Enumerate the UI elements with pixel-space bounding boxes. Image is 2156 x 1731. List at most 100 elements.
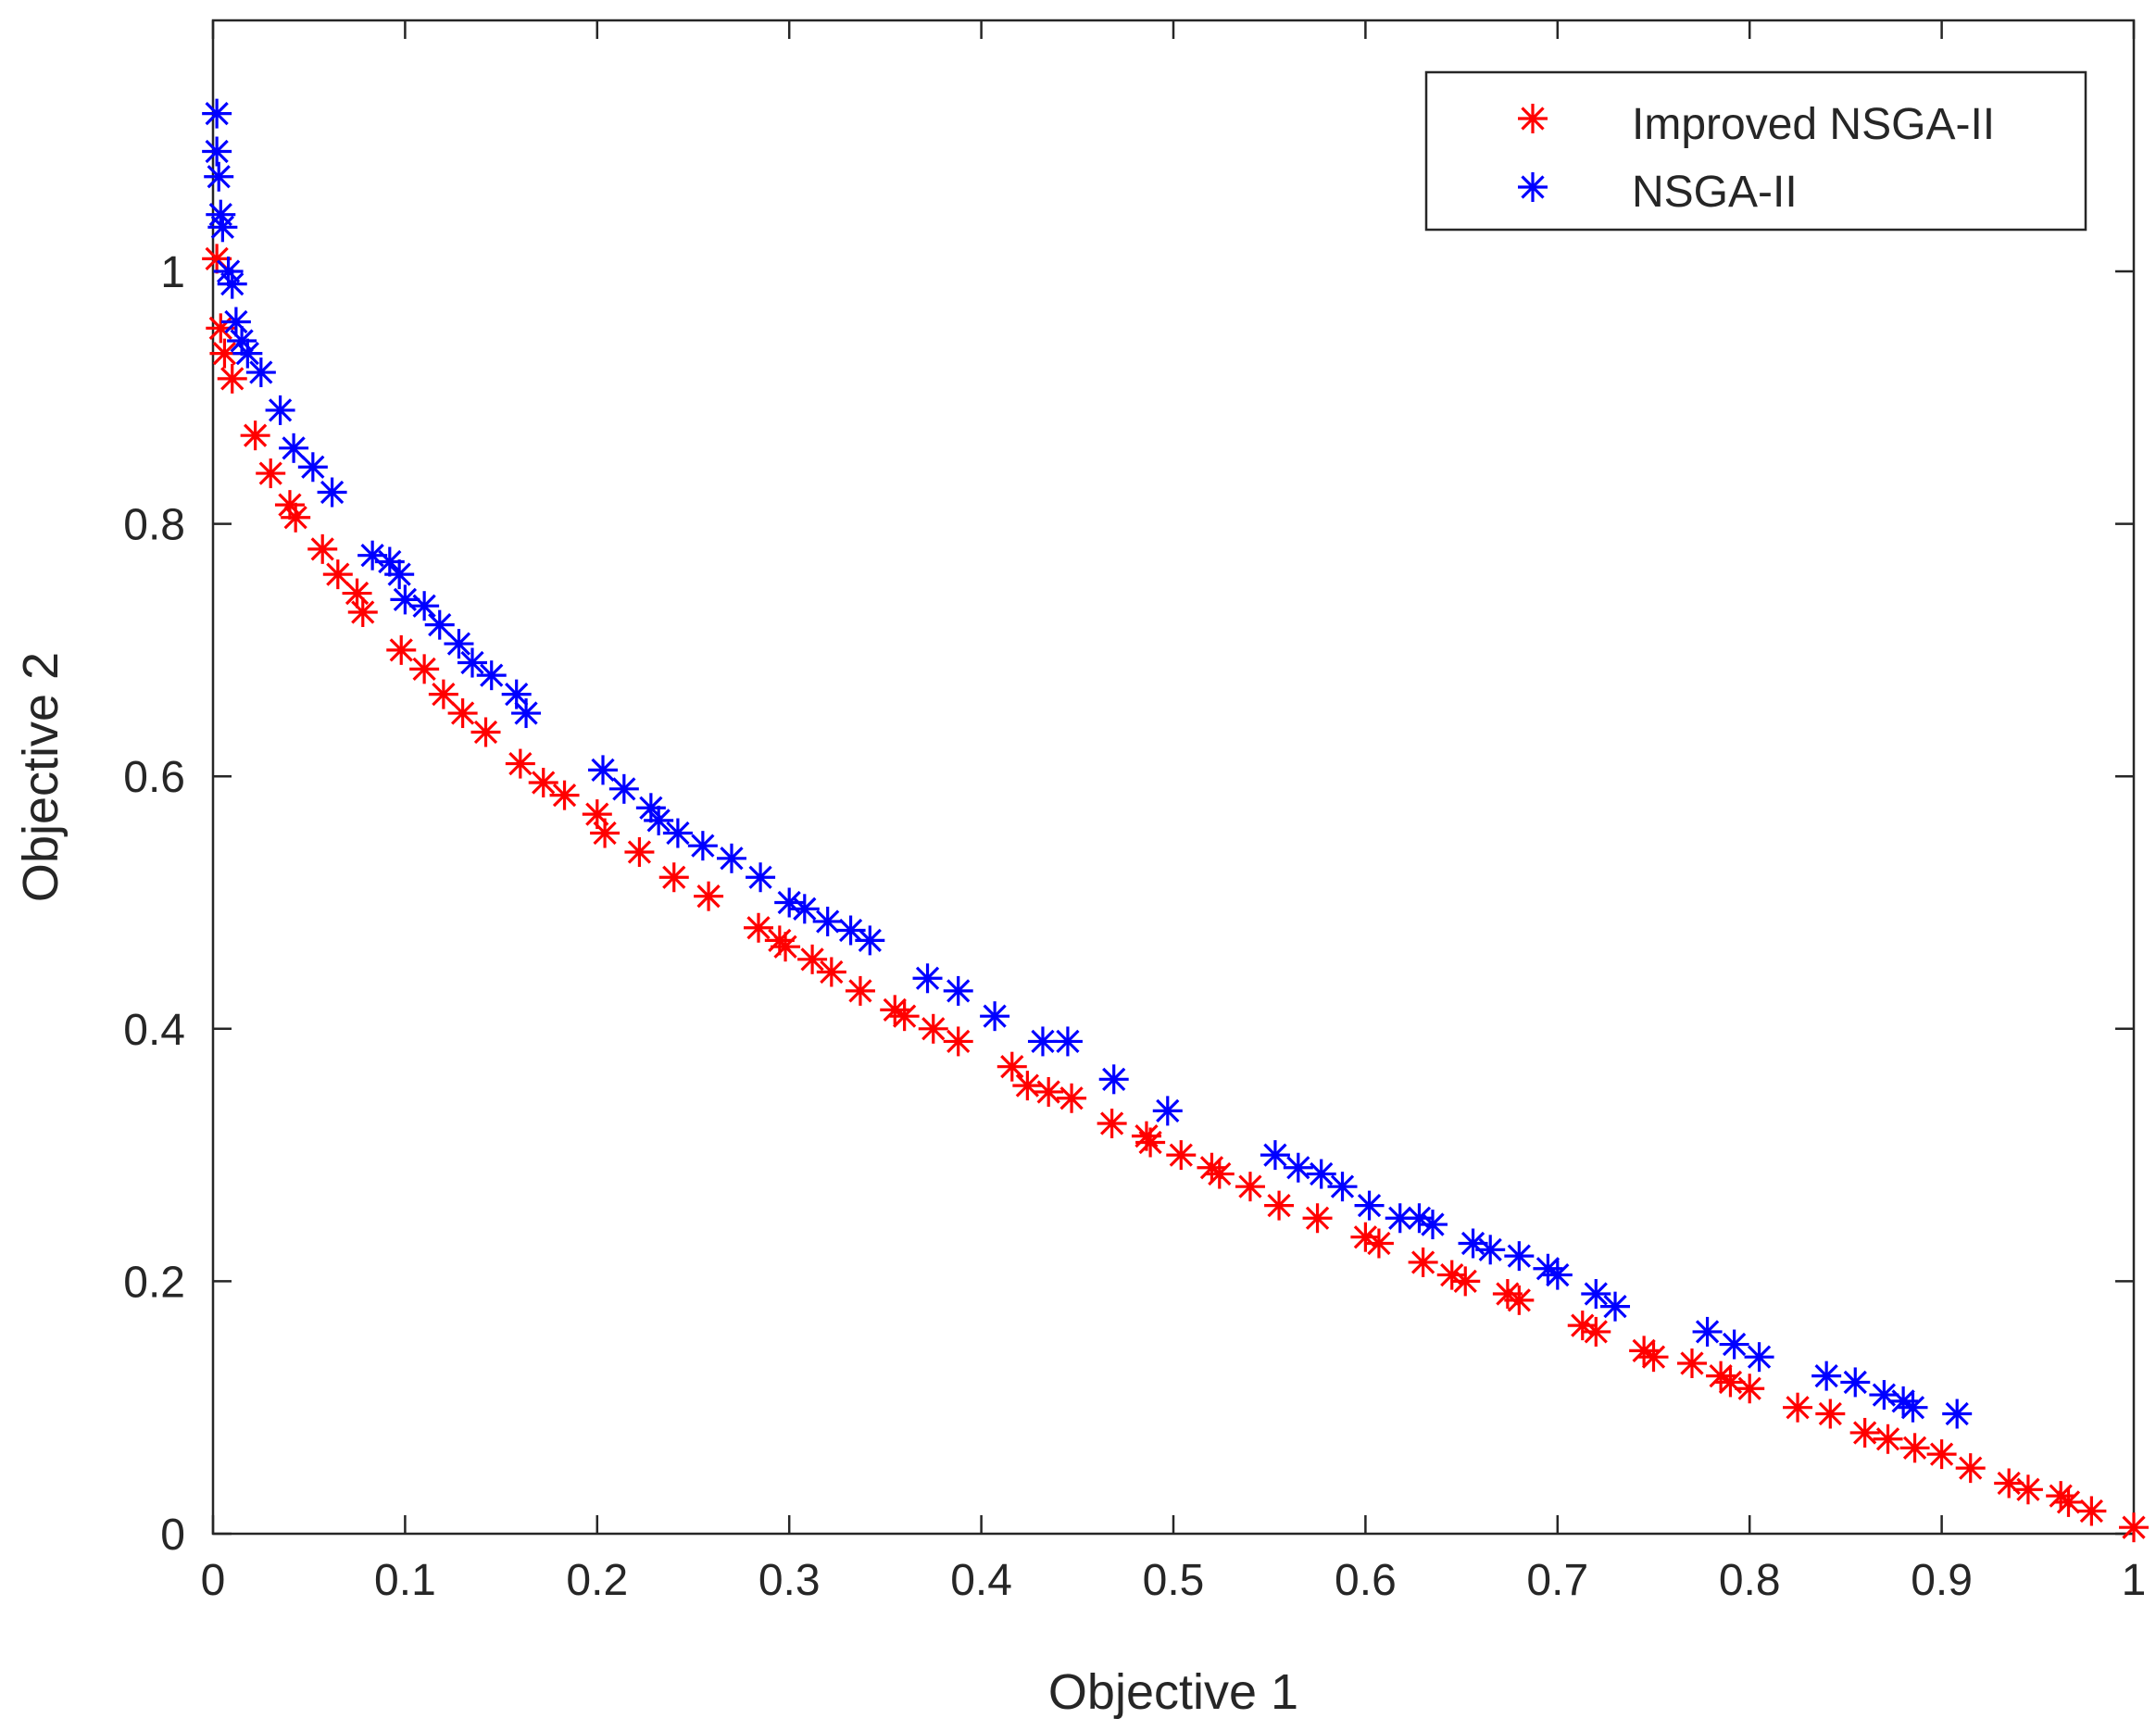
x-tick-label: 0.5 bbox=[1143, 1556, 1205, 1605]
data-point bbox=[1450, 1266, 1481, 1297]
data-point bbox=[2012, 1474, 2043, 1505]
data-point bbox=[590, 818, 620, 848]
data-point bbox=[1152, 1096, 1183, 1126]
data-point bbox=[1492, 1279, 1523, 1310]
data-point bbox=[409, 591, 440, 621]
data-point bbox=[797, 944, 828, 974]
data-point bbox=[1811, 1361, 1842, 1391]
data-point bbox=[2053, 1486, 2084, 1517]
data-point bbox=[694, 881, 724, 911]
data-point bbox=[1098, 1064, 1129, 1095]
data-point bbox=[476, 660, 507, 691]
data-point bbox=[279, 433, 309, 463]
data-point bbox=[746, 862, 776, 893]
data-point bbox=[918, 1013, 948, 1044]
data-point bbox=[1706, 1361, 1736, 1391]
data-point bbox=[1715, 1367, 1746, 1398]
legend-asterisk bbox=[1518, 104, 1548, 133]
data-point bbox=[1204, 1159, 1235, 1189]
data-point bbox=[608, 773, 639, 804]
data-point bbox=[845, 975, 875, 1006]
data-point bbox=[1898, 1392, 1928, 1423]
data-point bbox=[1012, 1071, 1043, 1101]
data-point bbox=[943, 1026, 973, 1057]
data-point bbox=[207, 212, 238, 243]
data-point bbox=[384, 559, 415, 590]
x-tick-label: 0.2 bbox=[566, 1556, 628, 1605]
data-point bbox=[1283, 1152, 1313, 1183]
data-point bbox=[1034, 1076, 1064, 1107]
series-nsga-ii bbox=[202, 98, 1973, 1429]
data-point bbox=[281, 502, 311, 533]
legend-label-nsga-ii: NSGA-II bbox=[1632, 168, 1798, 217]
data-point bbox=[816, 957, 846, 987]
legend-marker-nsga-ii bbox=[1518, 172, 1548, 202]
data-point bbox=[447, 698, 478, 729]
data-point bbox=[1260, 1140, 1290, 1171]
data-point bbox=[789, 894, 820, 924]
data-point bbox=[1719, 1329, 1749, 1360]
data-point bbox=[220, 307, 251, 337]
y-tick-label: 0 bbox=[160, 1511, 185, 1560]
data-point bbox=[980, 1001, 1010, 1032]
data-point bbox=[1166, 1140, 1197, 1171]
data-point bbox=[374, 546, 405, 577]
data-point bbox=[1354, 1190, 1385, 1221]
data-point bbox=[217, 269, 247, 299]
data-point bbox=[409, 654, 440, 684]
data-point bbox=[1869, 1380, 1899, 1411]
data-point bbox=[1638, 1342, 1669, 1373]
data-point bbox=[771, 932, 801, 962]
data-point bbox=[1581, 1316, 1611, 1347]
data-point bbox=[322, 559, 353, 590]
data-point bbox=[1264, 1190, 1295, 1221]
data-point bbox=[644, 805, 674, 835]
data-point bbox=[658, 862, 689, 893]
data-point bbox=[1302, 1203, 1333, 1234]
data-point bbox=[1600, 1291, 1631, 1322]
data-point bbox=[256, 458, 286, 489]
legend: Improved NSGA-II NSGA-II bbox=[1424, 70, 2087, 232]
data-point bbox=[943, 975, 973, 1006]
data-point bbox=[1942, 1399, 1973, 1429]
data-point bbox=[386, 634, 417, 665]
data-point bbox=[1873, 1424, 1903, 1454]
data-point bbox=[2076, 1496, 2107, 1526]
y-tick-label: 0.4 bbox=[123, 1006, 185, 1055]
data-point bbox=[424, 609, 455, 640]
data-point bbox=[1458, 1228, 1488, 1259]
data-point bbox=[716, 843, 746, 873]
data-points bbox=[202, 98, 2149, 1543]
data-point bbox=[390, 584, 420, 615]
data-point bbox=[662, 818, 693, 848]
data-point bbox=[1926, 1439, 1957, 1470]
data-point bbox=[347, 597, 378, 628]
x-tick-label: 0.3 bbox=[758, 1556, 821, 1605]
data-point bbox=[1027, 1026, 1058, 1057]
x-tick-label: 0.1 bbox=[374, 1556, 436, 1605]
y-tick-label: 0.6 bbox=[123, 753, 185, 802]
x-tick-label: 0.7 bbox=[1526, 1556, 1588, 1605]
data-point bbox=[1417, 1210, 1448, 1240]
data-point bbox=[444, 629, 474, 659]
data-point bbox=[1849, 1417, 1880, 1448]
y-tick-label: 0.2 bbox=[123, 1258, 185, 1307]
data-point bbox=[1735, 1374, 1765, 1404]
data-point bbox=[1744, 1342, 1774, 1373]
data-point bbox=[1363, 1228, 1394, 1259]
data-point bbox=[855, 925, 885, 956]
data-point bbox=[1692, 1316, 1723, 1347]
data-point bbox=[889, 1001, 920, 1032]
y-tick-label: 1 bbox=[160, 248, 185, 297]
data-point bbox=[307, 533, 338, 564]
data-point bbox=[1504, 1285, 1535, 1315]
data-point bbox=[428, 679, 458, 709]
data-point bbox=[217, 363, 247, 394]
x-tick-label: 0 bbox=[201, 1556, 226, 1605]
data-point bbox=[1408, 1247, 1438, 1277]
data-point bbox=[1542, 1260, 1573, 1290]
data-point bbox=[687, 831, 718, 861]
x-axis-ticks: 0 0.1 0.2 0.3 0.4 0.5 0.6 0.7 0.8 0.9 1 bbox=[201, 20, 2146, 1605]
legend-label-improved-nsga-ii: Improved NSGA-II bbox=[1632, 100, 1995, 149]
